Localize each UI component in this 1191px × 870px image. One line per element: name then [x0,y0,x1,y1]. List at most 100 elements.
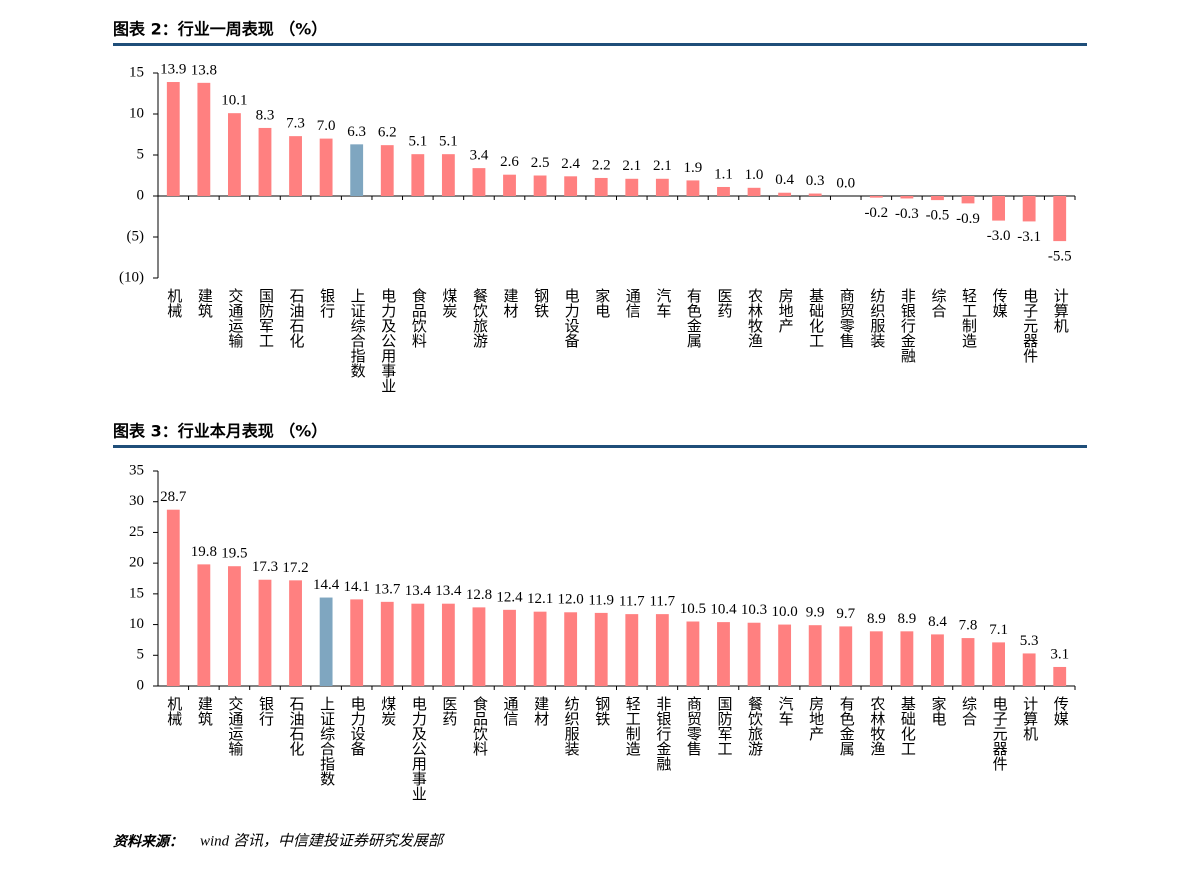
value-label: -5.5 [1048,249,1072,265]
x-tick-label: 电力及公用事业 [379,288,396,393]
chart-title: 图表 3：行业本月表现 （%） [113,422,327,441]
value-label: 6.3 [347,124,366,140]
value-label: 10.1 [221,93,247,109]
x-tick-label: 钢铁 [532,288,549,318]
bar [441,154,455,196]
source-text: wind 咨讯，中信建投证券研究发展部 [200,832,446,849]
value-label: 28.7 [160,489,187,505]
bar [717,622,730,686]
value-label: 1.9 [684,160,703,176]
value-label: 9.9 [806,605,825,621]
x-tick-label: 医药 [440,696,457,727]
value-label: 11.7 [619,594,645,610]
bar [380,601,394,686]
value-label: 19.5 [221,546,247,562]
value-label: 2.4 [561,156,580,172]
value-label: 10.5 [680,601,706,617]
bar [961,638,975,686]
value-label: 10.4 [710,602,737,618]
value-label: 13.4 [435,583,462,599]
bar [441,603,455,686]
bar [1022,196,1036,222]
bar [472,168,486,196]
x-tick-label: 煤炭 [379,696,396,726]
bar [686,621,700,686]
title-rule [113,43,1087,46]
bar [258,579,272,686]
value-label: 7.3 [286,116,305,132]
value-label: -0.3 [895,206,919,222]
value-label: 8.9 [867,611,886,627]
bar [594,612,608,686]
y-tick-label: 15 [129,64,144,80]
bar [380,145,394,196]
x-tick-label: 非银行金融 [899,288,916,363]
x-tick-label: 家电 [929,696,946,726]
bar [655,178,669,196]
bar [350,599,364,686]
bar [319,597,333,686]
value-label: 5.1 [408,134,427,150]
x-tick-label: 轻工制造 [960,288,977,349]
bar [564,176,578,196]
x-tick-label: 商贸零售 [838,288,855,348]
x-tick-label: 非银行金融 [654,696,671,771]
value-label: 7.1 [989,622,1008,638]
x-tick-label: 综合 [960,696,977,726]
value-label: 13.7 [374,581,401,597]
value-label: 0.3 [806,173,825,189]
bar [227,566,241,686]
bar [625,178,639,196]
x-tick-label: 计算机 [1021,696,1038,742]
x-tick-label: 建材 [532,696,549,726]
x-tick-label: 食品饮料 [410,288,427,348]
bar [747,187,761,196]
x-tick-label: 建筑 [196,288,213,319]
bar [869,196,883,198]
bar [931,196,944,201]
bar [992,196,1006,221]
value-label: 9.7 [836,606,855,622]
bar [625,614,639,686]
x-tick-label: 轻工制造 [624,696,641,757]
x-tick-label: 汽车 [654,288,671,318]
x-tick-label: 汽车 [777,696,794,726]
bar [350,144,364,196]
value-label: 8.4 [928,614,947,630]
bar [289,136,302,196]
y-tick-label: 0 [137,677,145,693]
x-tick-label: 计算机 [1052,288,1069,334]
value-label: 11.7 [649,594,675,610]
y-tick-label: 5 [137,146,145,162]
y-tick-label: 0 [137,187,145,203]
value-label: 17.3 [252,559,278,575]
bar [839,626,853,686]
x-tick-label: 医药 [715,288,732,319]
value-label: 14.4 [313,577,340,593]
bar [808,625,822,686]
value-label: 1.0 [745,167,764,183]
bar [533,175,547,196]
value-label: 13.4 [405,583,432,599]
bar [747,622,761,686]
x-tick-label: 国防军工 [257,288,274,348]
y-tick-label: 20 [129,555,144,571]
bar [655,614,669,686]
value-label: 14.1 [344,579,370,595]
value-label: 2.2 [592,157,611,173]
bar [1022,653,1036,686]
bar [992,642,1006,686]
x-tick-label: 建材 [502,288,519,318]
bar [717,186,730,196]
value-label: 11.9 [588,592,614,608]
value-label: 12.1 [527,591,553,607]
bar [197,82,211,196]
x-tick-label: 通信 [502,696,519,726]
value-label: 19.8 [191,544,217,560]
x-tick-label: 农林牧渔 [746,288,763,348]
x-tick-label: 银行 [318,288,335,319]
bar [319,138,333,196]
bar [411,154,425,196]
y-tick-label: 35 [129,462,144,478]
bar [166,509,180,686]
